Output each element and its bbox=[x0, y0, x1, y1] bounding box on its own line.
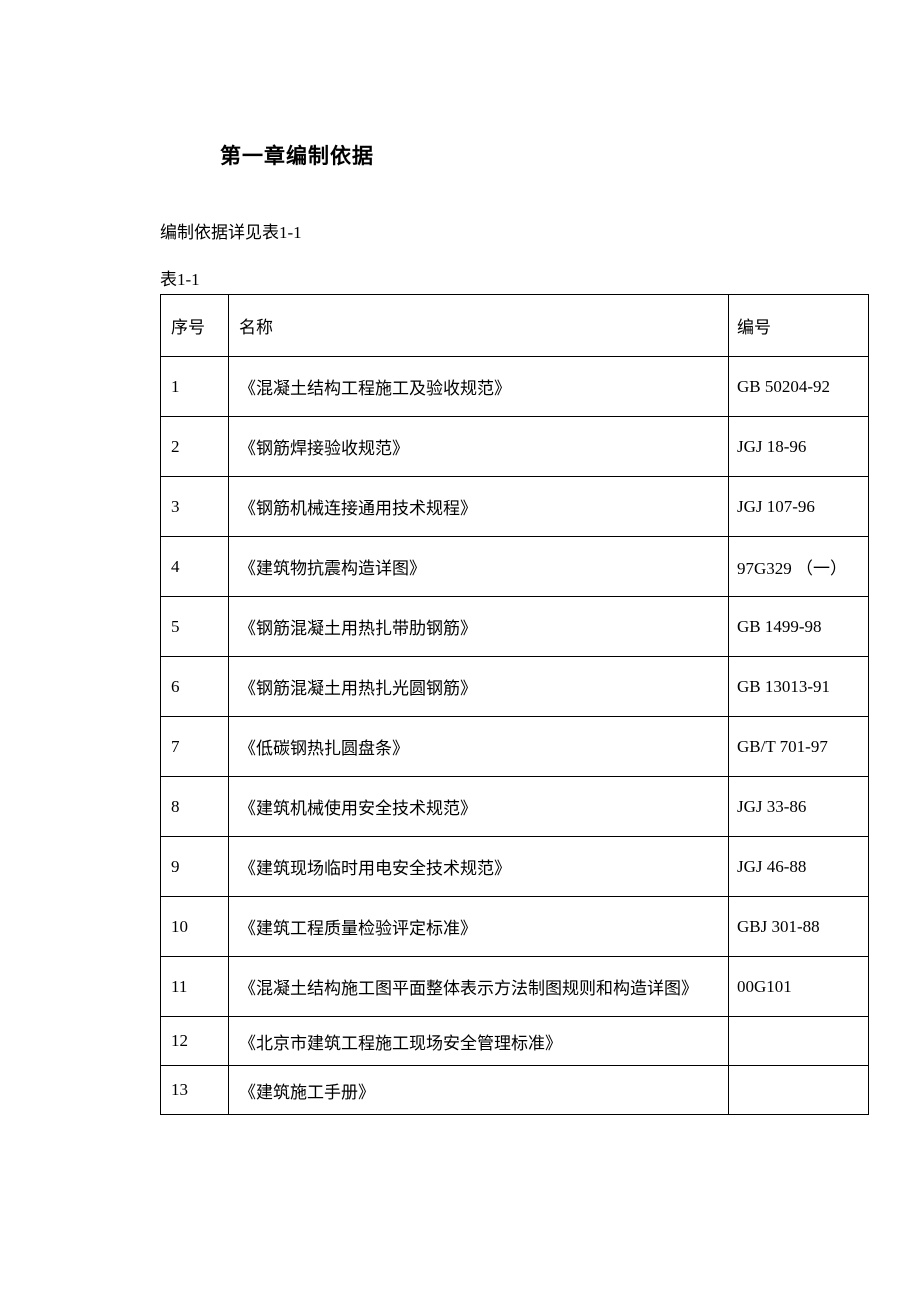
cell-seq: 7 bbox=[161, 717, 229, 777]
table-row: 5 《钢筋混凝土用热扎带肋钢筋》 GB 1499-98 bbox=[161, 597, 869, 657]
header-seq: 序号 bbox=[161, 295, 229, 357]
table-label: 表1-1 bbox=[160, 265, 765, 290]
cell-name: 《建筑现场临时用电安全技术规范》 bbox=[229, 837, 729, 897]
cell-name: 《建筑工程质量检验评定标准》 bbox=[229, 897, 729, 957]
table-row: 8 《建筑机械使用安全技术规范》 JGJ 33-86 bbox=[161, 777, 869, 837]
cell-code: GB 1499-98 bbox=[729, 597, 869, 657]
cell-code bbox=[729, 1017, 869, 1066]
cell-seq: 1 bbox=[161, 357, 229, 417]
table-row: 4 《建筑物抗震构造详图》 97G329 （一） bbox=[161, 537, 869, 597]
cell-seq: 8 bbox=[161, 777, 229, 837]
header-name: 名称 bbox=[229, 295, 729, 357]
cell-code: 97G329 （一） bbox=[729, 537, 869, 597]
cell-name: 《混凝土结构施工图平面整体表示方法制图规则和构造详图》 bbox=[229, 957, 729, 1017]
cell-code bbox=[729, 1066, 869, 1115]
cell-name: 《混凝土结构工程施工及验收规范》 bbox=[229, 357, 729, 417]
cell-name: 《北京市建筑工程施工现场安全管理标准》 bbox=[229, 1017, 729, 1066]
cell-seq: 6 bbox=[161, 657, 229, 717]
cell-code: JGJ 18-96 bbox=[729, 417, 869, 477]
header-code: 编号 bbox=[729, 295, 869, 357]
cell-seq: 13 bbox=[161, 1066, 229, 1115]
cell-name: 《钢筋机械连接通用技术规程》 bbox=[229, 477, 729, 537]
cell-seq: 2 bbox=[161, 417, 229, 477]
cell-seq: 12 bbox=[161, 1017, 229, 1066]
cell-seq: 10 bbox=[161, 897, 229, 957]
cell-name: 《钢筋混凝土用热扎带肋钢筋》 bbox=[229, 597, 729, 657]
table-row: 9 《建筑现场临时用电安全技术规范》 JGJ 46-88 bbox=[161, 837, 869, 897]
cell-seq: 11 bbox=[161, 957, 229, 1017]
cell-code: GBJ 301-88 bbox=[729, 897, 869, 957]
cell-name: 《低碳钢热扎圆盘条》 bbox=[229, 717, 729, 777]
cell-seq: 9 bbox=[161, 837, 229, 897]
table-header-row: 序号 名称 编号 bbox=[161, 295, 869, 357]
table-row: 11 《混凝土结构施工图平面整体表示方法制图规则和构造详图》 00G101 bbox=[161, 957, 869, 1017]
standards-table: 序号 名称 编号 1 《混凝土结构工程施工及验收规范》 GB 50204-92 … bbox=[160, 294, 869, 1115]
cell-code: JGJ 33-86 bbox=[729, 777, 869, 837]
cell-name: 《钢筋混凝土用热扎光圆钢筋》 bbox=[229, 657, 729, 717]
cell-name: 《建筑施工手册》 bbox=[229, 1066, 729, 1115]
table-row: 3 《钢筋机械连接通用技术规程》 JGJ 107-96 bbox=[161, 477, 869, 537]
cell-code: JGJ 46-88 bbox=[729, 837, 869, 897]
cell-code: JGJ 107-96 bbox=[729, 477, 869, 537]
table-row: 1 《混凝土结构工程施工及验收规范》 GB 50204-92 bbox=[161, 357, 869, 417]
cell-code: GB/T 701-97 bbox=[729, 717, 869, 777]
cell-seq: 3 bbox=[161, 477, 229, 537]
table-row: 7 《低碳钢热扎圆盘条》 GB/T 701-97 bbox=[161, 717, 869, 777]
cell-code: GB 50204-92 bbox=[729, 357, 869, 417]
table-row: 13 《建筑施工手册》 bbox=[161, 1066, 869, 1115]
cell-name: 《钢筋焊接验收规范》 bbox=[229, 417, 729, 477]
chapter-title: 第一章编制依据 bbox=[220, 140, 765, 170]
cell-seq: 4 bbox=[161, 537, 229, 597]
table-row: 10 《建筑工程质量检验评定标准》 GBJ 301-88 bbox=[161, 897, 869, 957]
cell-name: 《建筑机械使用安全技术规范》 bbox=[229, 777, 729, 837]
table-row: 6 《钢筋混凝土用热扎光圆钢筋》 GB 13013-91 bbox=[161, 657, 869, 717]
intro-text: 编制依据详见表1-1 bbox=[160, 218, 765, 243]
cell-seq: 5 bbox=[161, 597, 229, 657]
cell-code: 00G101 bbox=[729, 957, 869, 1017]
table-row: 12 《北京市建筑工程施工现场安全管理标准》 bbox=[161, 1017, 869, 1066]
table-row: 2 《钢筋焊接验收规范》 JGJ 18-96 bbox=[161, 417, 869, 477]
cell-code: GB 13013-91 bbox=[729, 657, 869, 717]
cell-name: 《建筑物抗震构造详图》 bbox=[229, 537, 729, 597]
